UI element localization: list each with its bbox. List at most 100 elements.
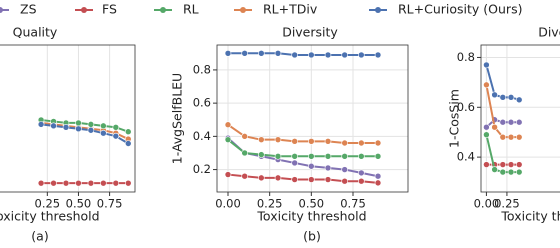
point xyxy=(224,50,232,57)
point xyxy=(308,176,315,183)
point xyxy=(62,124,70,131)
y-tick-label: 0.4 xyxy=(193,129,211,143)
point xyxy=(483,161,490,168)
point xyxy=(507,133,515,141)
point xyxy=(308,162,315,170)
point xyxy=(341,152,348,160)
legend-marker xyxy=(0,7,3,13)
y-axis-label: 1-AvgSelfBLEU xyxy=(170,73,185,164)
plot-area xyxy=(217,45,408,192)
point xyxy=(75,119,82,127)
x-tick-label: 0.75 xyxy=(97,197,123,211)
point xyxy=(62,179,70,187)
point xyxy=(241,50,248,57)
point xyxy=(258,151,265,158)
point xyxy=(499,133,507,141)
point xyxy=(324,51,332,59)
legend-label: RL+TDiv xyxy=(263,2,318,17)
point xyxy=(374,179,382,187)
point xyxy=(112,132,120,140)
point xyxy=(374,139,382,147)
series-line xyxy=(227,138,378,158)
point xyxy=(50,179,57,187)
x-tick-label: 0.00 xyxy=(215,197,241,211)
point xyxy=(274,152,282,160)
point xyxy=(515,161,523,168)
axes-frame xyxy=(480,44,560,193)
point xyxy=(241,133,248,140)
point xyxy=(491,166,498,173)
panel-title: Diversity xyxy=(282,25,338,40)
y-tick-label: 0.4 xyxy=(457,150,475,164)
point xyxy=(358,177,365,185)
point xyxy=(341,177,348,185)
point xyxy=(483,131,490,138)
point xyxy=(75,179,82,187)
point xyxy=(258,174,265,182)
legend-label: RL+Curiosity (Ours) xyxy=(398,2,522,17)
point xyxy=(224,136,232,143)
point xyxy=(37,179,45,187)
point xyxy=(341,166,348,173)
point xyxy=(308,138,315,145)
y-tick-label: 0.6 xyxy=(457,100,475,114)
point xyxy=(75,125,82,133)
point xyxy=(274,136,282,143)
legend-label: FS xyxy=(102,2,117,17)
point xyxy=(324,164,332,172)
point xyxy=(499,161,507,168)
point xyxy=(374,172,382,180)
legend-marker xyxy=(81,7,87,13)
point xyxy=(515,168,523,176)
y-tick-label: 0.6 xyxy=(193,96,211,110)
point xyxy=(324,152,332,160)
point xyxy=(507,94,515,101)
plot-area xyxy=(481,45,560,192)
legend-marker xyxy=(160,7,166,13)
series-line xyxy=(227,123,378,144)
point xyxy=(37,121,45,128)
panel-title: Quality xyxy=(13,25,58,40)
point xyxy=(341,139,348,147)
x-tick-label: 0.25 xyxy=(494,197,520,211)
x-axis-label: Toxicity threshold xyxy=(256,209,366,224)
point xyxy=(87,121,95,128)
series-line xyxy=(228,52,378,56)
point xyxy=(291,138,298,145)
point xyxy=(483,81,490,89)
point xyxy=(291,176,298,183)
plot-bg xyxy=(0,45,135,192)
panel-caption: (a) xyxy=(31,229,48,244)
point xyxy=(491,91,498,99)
panel-title: Diversity xyxy=(538,25,560,40)
point xyxy=(374,152,382,160)
plot-area xyxy=(37,45,132,192)
x-axis-label: Toxicity threshold xyxy=(500,209,560,224)
y-tick-label: 0.8 xyxy=(193,62,211,76)
point xyxy=(358,169,365,177)
point xyxy=(341,51,348,59)
x-tick-label: 0.50 xyxy=(66,197,92,211)
point xyxy=(324,176,332,183)
point xyxy=(291,51,298,59)
point xyxy=(112,124,120,131)
point xyxy=(308,51,315,59)
point xyxy=(100,179,107,187)
point xyxy=(358,139,365,147)
point xyxy=(50,122,57,130)
legend-marker xyxy=(240,7,246,13)
y-tick-label: 0.8 xyxy=(457,50,475,64)
x-tick-label: 0.25 xyxy=(35,197,61,211)
y-axis-label: 1-CosSim xyxy=(447,89,462,148)
point xyxy=(87,179,95,187)
point xyxy=(515,96,523,104)
point xyxy=(483,61,490,69)
point xyxy=(507,168,515,176)
point xyxy=(374,51,382,59)
point xyxy=(507,161,515,168)
point xyxy=(100,122,107,130)
point xyxy=(507,118,515,126)
point xyxy=(258,50,265,57)
point xyxy=(224,121,232,129)
